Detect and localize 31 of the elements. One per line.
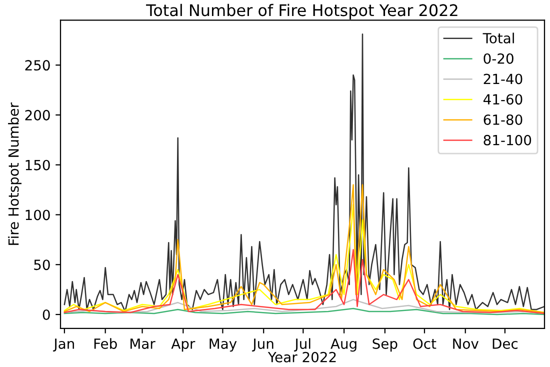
y-tick-label: 0: [42, 309, 50, 320]
line-series: [64, 249, 544, 314]
y-tick-label: 250: [25, 60, 50, 71]
x-tick-label: Apr: [171, 338, 196, 352]
x-axis-title: Year 2022: [268, 352, 336, 362]
x-tick-label: Jan: [53, 338, 74, 352]
x-tick-label: Aug: [330, 338, 356, 352]
x-tick-label: Dec: [492, 338, 518, 349]
line-series: [64, 184, 544, 314]
y-tick-label: 150: [26, 160, 50, 170]
x-tick-label: Oct: [413, 338, 436, 349]
legend-label: 0-20: [484, 53, 514, 64]
x-tick-label: Mar: [130, 338, 156, 349]
line-series: [64, 34, 544, 312]
y-tick-label: 100: [26, 210, 50, 220]
legend-label: Total: [482, 32, 514, 44]
legend-label: 41-60: [483, 94, 522, 105]
x-tick-label: Jun: [252, 338, 274, 352]
y-tick-label: 50: [34, 260, 50, 270]
x-tick-label: Jul: [294, 338, 310, 352]
x-tick-label: May: [210, 338, 237, 352]
y-axis-title: Fire Hotspot Number: [8, 102, 22, 245]
chart-title: Total Number of Fire Hotspot Year 2022: [146, 4, 458, 20]
x-tick-label: Feb: [94, 338, 117, 349]
legend-label: 81-100: [484, 134, 532, 146]
legend-label: 61-80: [484, 114, 522, 125]
legend-label: 21-40: [484, 74, 522, 84]
y-tick-label: 200: [25, 110, 50, 120]
x-tick-label: Sep: [372, 338, 398, 352]
line-series: [64, 204, 544, 314]
x-tick-label: Nov: [453, 338, 479, 349]
